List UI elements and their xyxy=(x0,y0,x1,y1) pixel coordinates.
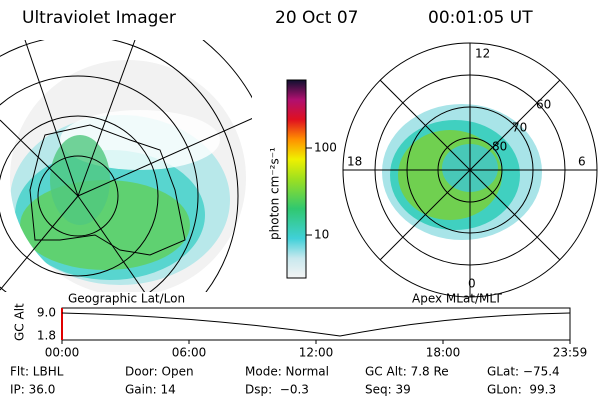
title: Ultraviolet Imager xyxy=(22,8,176,28)
lat-label: 70 xyxy=(512,121,527,135)
status-field: Seq: 39 xyxy=(365,383,411,397)
time: 00:01:05 UT xyxy=(428,8,533,28)
status-field: Flt: LBHL xyxy=(10,365,64,379)
colorbar xyxy=(286,79,307,279)
status-field: IP: 36.0 xyxy=(10,383,55,397)
altitude-tick-label: 1.8 xyxy=(37,329,56,343)
time-tick-label: 00:00 xyxy=(45,346,80,360)
altitude-curve xyxy=(61,312,571,337)
left-caption: Geographic Lat/Lon xyxy=(68,292,185,306)
altitude-frame xyxy=(61,307,571,341)
mlt-label: 0 xyxy=(468,277,476,291)
colorbar-tick-label: 10 xyxy=(314,228,329,242)
time-tick-label: 18:00 xyxy=(426,346,461,360)
status-field: GC Alt: 7.8 Re xyxy=(365,365,449,379)
status-field: Dsp: −0.3 xyxy=(245,383,309,397)
lat-label: 60 xyxy=(536,98,551,112)
status-field: GLat: −75.4 xyxy=(487,365,560,379)
mlt-label: 18 xyxy=(347,155,362,169)
status-field: Gain: 14 xyxy=(125,383,176,397)
geographic-image xyxy=(0,40,252,292)
altitude-axis-label: GC Alt xyxy=(13,303,27,341)
right-caption: Apex MLat/MLT xyxy=(412,292,502,306)
polar-grid xyxy=(342,42,598,298)
date: 20 Oct 07 xyxy=(275,8,358,28)
colorbar-label: photon cm⁻²s⁻¹ xyxy=(268,147,282,240)
lat-label: 80 xyxy=(492,140,507,154)
colorbar-tick-label: 100 xyxy=(314,141,337,155)
time-tick-label: 12:00 xyxy=(299,346,334,360)
status-field: GLon: 99.3 xyxy=(487,383,556,397)
time-tick-label: 06:00 xyxy=(172,346,207,360)
status-field: Door: Open xyxy=(125,365,194,379)
mlt-label: 12 xyxy=(475,47,490,61)
mlt-label: 6 xyxy=(578,155,586,169)
time-tick-label: 23:59 xyxy=(553,346,588,360)
status-field: Mode: Normal xyxy=(245,365,329,379)
altitude-tick-label: 9.0 xyxy=(37,306,56,320)
